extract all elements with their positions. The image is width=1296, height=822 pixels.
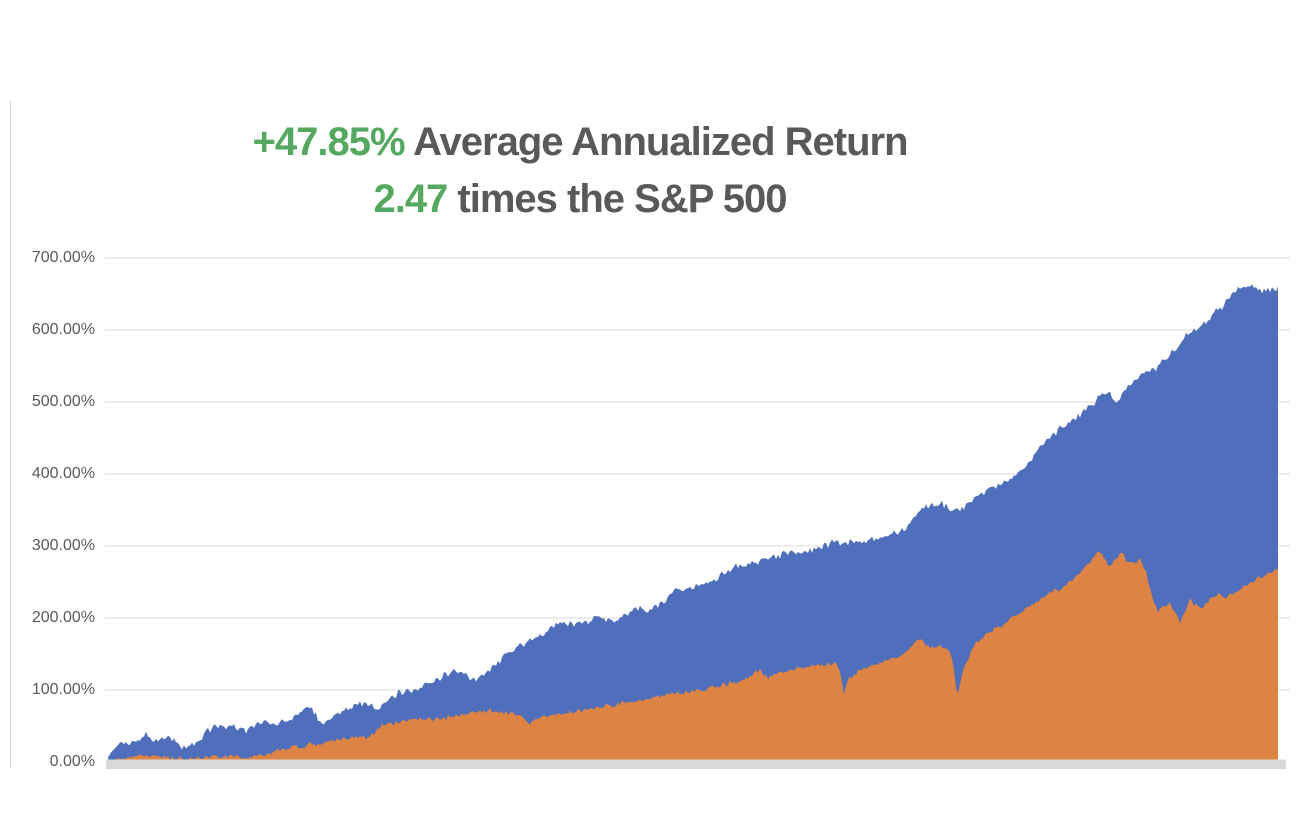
title-multiple-value: 2.47 [373,177,448,221]
y-axis-tick-label: 100.00% [31,681,95,698]
y-axis-tick-label: 500.00% [31,393,95,410]
title-line1-text: Average Annualized Return [404,120,908,164]
left-border-line [10,100,11,768]
page-title: +47.85% Average Annualized Return 2.47 t… [0,114,1160,228]
title-line1: +47.85% Average Annualized Return [0,114,1160,171]
title-line2: 2.47 times the S&P 500 [0,171,1160,228]
y-axis-tick-label: 400.00% [31,465,95,482]
title-line2-text: times the S&P 500 [447,177,787,221]
y-axis-tick-label: 300.00% [31,537,95,554]
series-area-orange [108,551,1278,762]
title-return-value: +47.85% [252,120,405,164]
y-axis: 0.00% 100.00% 200.00% 300.00% 400.00% 500.00%… [0,0,95,822]
y-axis-tick-label: 0.00% [49,753,95,770]
baseline-band [106,759,1286,769]
y-axis-tick-label: 700.00% [31,249,95,266]
y-axis-tick-label: 200.00% [31,609,95,626]
y-axis-tick-label: 600.00% [31,321,95,338]
